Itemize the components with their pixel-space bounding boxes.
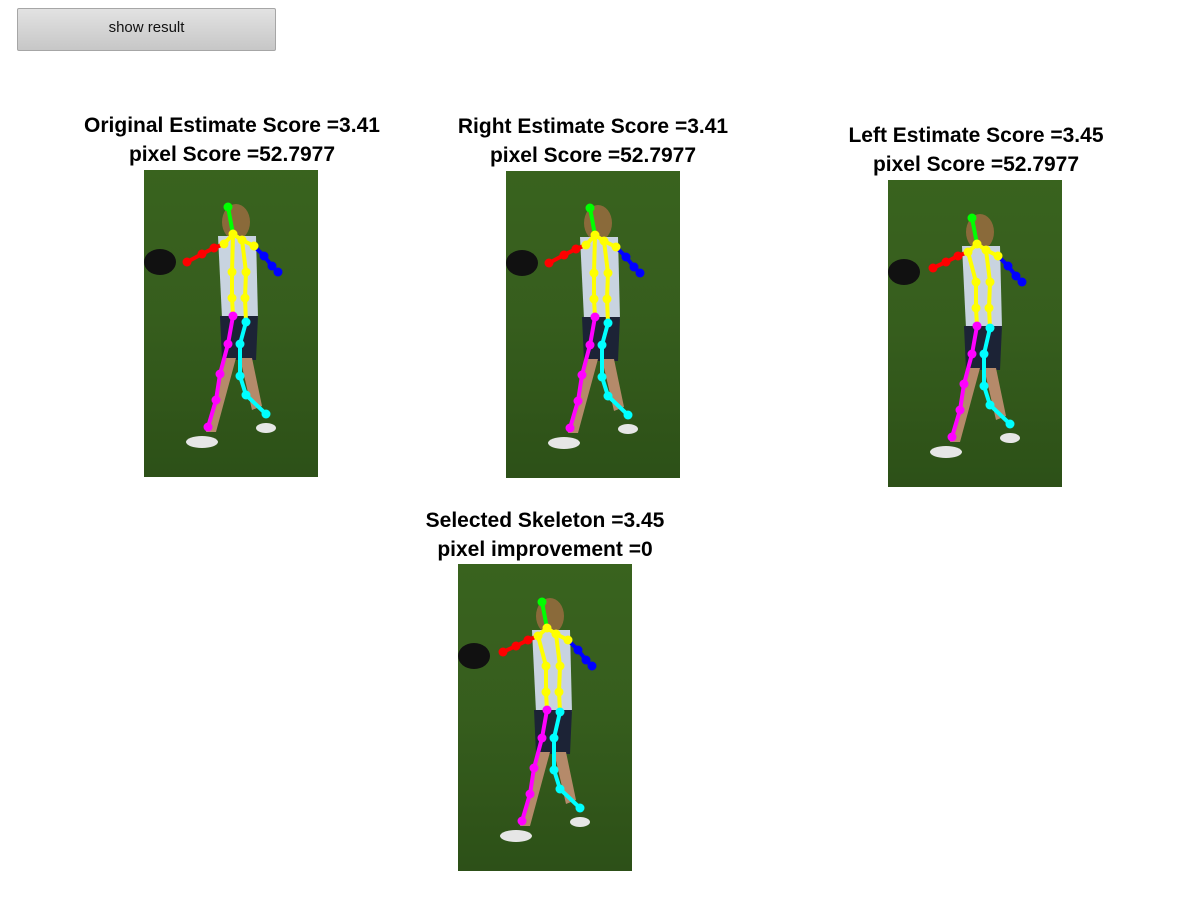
right-pixel-score-text: pixel Score =52.7977 xyxy=(489,144,697,167)
original-estimate-title: Original Estimate Score =3.41 pixel Scor… xyxy=(51,111,413,169)
left-estimate-score-text: Left Estimate Score =3.45 xyxy=(848,124,1104,147)
left-pixel-score-text: pixel Score =52.7977 xyxy=(872,153,1080,176)
selected-skeleton-image xyxy=(458,564,632,871)
right-estimate-title: Right Estimate Score =3.41 pixel Score =… xyxy=(412,112,774,170)
show-result-button[interactable]: show result xyxy=(17,8,276,51)
selected-skeleton-title: Selected Skeleton =3.45 pixel improvemen… xyxy=(364,506,726,564)
selected-skeleton-score-text: Selected Skeleton =3.45 xyxy=(425,509,665,532)
right-estimate-image xyxy=(506,171,680,478)
original-estimate-score-text: Original Estimate Score =3.41 xyxy=(84,114,380,137)
right-estimate-score-text: Right Estimate Score =3.41 xyxy=(457,115,729,138)
left-estimate-image xyxy=(888,180,1062,487)
left-estimate-title: Left Estimate Score =3.45 pixel Score =5… xyxy=(795,121,1157,179)
original-estimate-image xyxy=(144,170,318,477)
original-pixel-score-text: pixel Score =52.7977 xyxy=(128,143,336,166)
pixel-improvement-text: pixel improvement =0 xyxy=(437,538,653,561)
